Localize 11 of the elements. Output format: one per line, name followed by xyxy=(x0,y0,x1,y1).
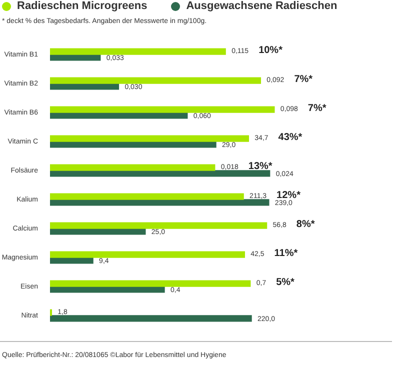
text: 43%* xyxy=(278,132,302,143)
annotation: 13%* xyxy=(248,160,272,172)
legend-label: Ausgewachsene Radieschen xyxy=(186,0,338,12)
text: 7%* xyxy=(294,74,313,85)
text: 12%* xyxy=(276,190,301,201)
text: 5%* xyxy=(276,276,295,288)
text: 8%* xyxy=(296,218,315,230)
text: 7%* xyxy=(308,102,326,114)
legend-label: Radieschen Microgreens xyxy=(17,0,148,12)
text: 10%* xyxy=(258,44,283,56)
text: 11%* xyxy=(274,248,298,259)
